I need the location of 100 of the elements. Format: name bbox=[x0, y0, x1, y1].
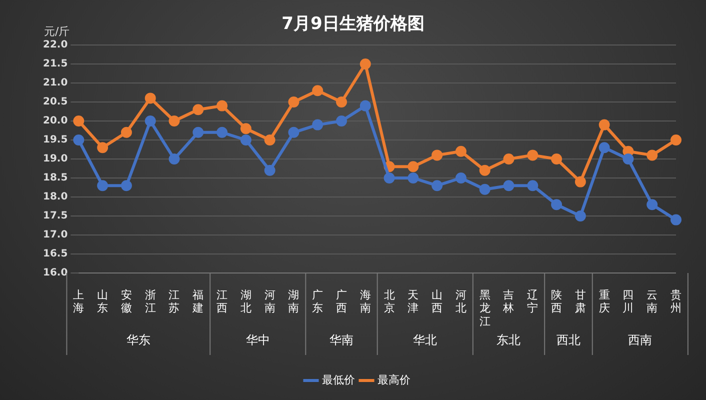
point bbox=[384, 172, 395, 184]
x-tick-label: 四川 bbox=[622, 288, 634, 315]
x-tick-label: 山西 bbox=[432, 288, 443, 315]
text: 东北 bbox=[496, 333, 521, 348]
point bbox=[551, 154, 562, 164]
y-tick-label: 20.0 bbox=[42, 116, 68, 127]
x-tick-label: 湖北 bbox=[240, 288, 252, 315]
point bbox=[646, 199, 658, 210]
point bbox=[432, 150, 443, 161]
x-tick-label: 天津 bbox=[408, 288, 419, 315]
x-tick-label: 山东 bbox=[97, 288, 108, 315]
legend-label: 最高价 bbox=[378, 373, 410, 386]
point bbox=[73, 116, 84, 126]
point bbox=[97, 142, 108, 154]
y-axis-title: 元/斤 bbox=[44, 24, 70, 39]
text: 华中 bbox=[246, 333, 270, 348]
point bbox=[503, 180, 514, 192]
point bbox=[527, 150, 538, 161]
point bbox=[336, 96, 347, 108]
point bbox=[192, 126, 204, 138]
point bbox=[168, 154, 180, 164]
point bbox=[455, 146, 466, 157]
x-tick-label: 黑龙江 bbox=[479, 288, 490, 328]
point bbox=[574, 176, 586, 188]
y-tick-label: 21.5 bbox=[42, 58, 68, 70]
text: 华南 bbox=[329, 333, 354, 348]
text: 华东 bbox=[126, 333, 150, 348]
y-tick-label: 17.5 bbox=[42, 210, 68, 222]
x-tick-label: 辽宁 bbox=[527, 288, 538, 315]
y-tick-label: 21.0 bbox=[42, 78, 68, 89]
point bbox=[360, 100, 371, 112]
point bbox=[527, 180, 538, 192]
y-tick-label: 17.0 bbox=[42, 230, 68, 241]
text: 西北 bbox=[556, 333, 580, 348]
y-tick-label: 16.0 bbox=[42, 268, 68, 279]
point bbox=[670, 214, 682, 226]
legend-label: 最低价 bbox=[322, 373, 355, 386]
point bbox=[264, 134, 276, 146]
point bbox=[240, 123, 252, 134]
x-tick-label: 福建 bbox=[192, 288, 204, 315]
point bbox=[479, 184, 490, 195]
point bbox=[408, 172, 419, 184]
point bbox=[312, 119, 324, 130]
point bbox=[598, 142, 610, 154]
point bbox=[144, 92, 156, 104]
point bbox=[120, 180, 132, 192]
point bbox=[574, 210, 586, 222]
x-tick-label: 河南 bbox=[264, 288, 276, 315]
point bbox=[455, 172, 466, 184]
x-tick-label: 上海 bbox=[73, 288, 84, 315]
y-tick-label: 20.5 bbox=[42, 96, 68, 108]
text: 华北 bbox=[413, 333, 438, 348]
y-tick-label: 19.5 bbox=[42, 134, 68, 146]
y-tick-label: 16.5 bbox=[42, 248, 68, 260]
point bbox=[288, 126, 300, 138]
x-tick-label: 安徽 bbox=[120, 288, 132, 315]
point bbox=[551, 199, 562, 210]
point bbox=[432, 180, 443, 192]
y-tick-label: 19.0 bbox=[42, 154, 68, 165]
point bbox=[120, 126, 132, 138]
x-tick-label: 江西 bbox=[216, 288, 228, 315]
x-tick-label: 浙江 bbox=[144, 288, 156, 315]
point bbox=[73, 134, 84, 146]
point bbox=[216, 100, 228, 112]
x-tick-label: 重庆 bbox=[598, 288, 610, 315]
x-tick-label: 广西 bbox=[336, 288, 347, 315]
x-tick-label: 云南 bbox=[646, 288, 658, 315]
point bbox=[168, 116, 180, 126]
point bbox=[360, 58, 371, 70]
point bbox=[408, 161, 419, 172]
point bbox=[646, 150, 658, 161]
point bbox=[479, 164, 490, 176]
point bbox=[670, 134, 682, 146]
point bbox=[192, 104, 204, 116]
x-tick-label: 陕西 bbox=[551, 288, 562, 315]
x-tick-label: 吉林 bbox=[502, 288, 514, 315]
x-tick-label: 河北 bbox=[455, 288, 466, 315]
point bbox=[144, 116, 156, 126]
point bbox=[97, 180, 108, 192]
text: 西南 bbox=[628, 333, 652, 348]
point bbox=[288, 96, 300, 108]
point bbox=[598, 119, 610, 130]
y-tick-label: 22.0 bbox=[42, 40, 68, 51]
y-tick-label: 18.5 bbox=[42, 172, 68, 184]
x-tick-label: 广东 bbox=[312, 288, 324, 315]
x-tick-label: 甘肃 bbox=[574, 288, 586, 315]
x-tick-label: 海南 bbox=[360, 288, 371, 315]
chart-title: 7月9日生猪价格图 bbox=[282, 14, 424, 34]
point bbox=[503, 154, 514, 164]
point bbox=[240, 134, 252, 146]
point bbox=[216, 126, 228, 138]
x-tick-label: 北京 bbox=[384, 288, 395, 315]
y-tick-label: 18.0 bbox=[42, 192, 68, 203]
x-tick-label: 湖南 bbox=[288, 288, 300, 315]
point bbox=[312, 85, 324, 96]
point bbox=[622, 154, 634, 164]
point bbox=[264, 164, 276, 176]
x-tick-label: 江苏 bbox=[168, 288, 180, 315]
point bbox=[336, 116, 347, 126]
x-tick-label: 贵州 bbox=[670, 288, 682, 315]
